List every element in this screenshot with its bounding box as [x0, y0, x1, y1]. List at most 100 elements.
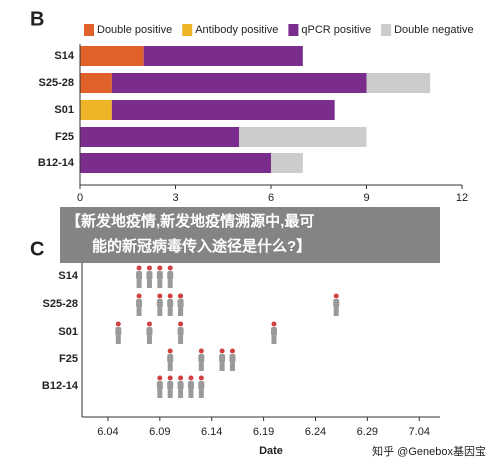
x-axis-label: Date: [259, 445, 283, 457]
person-icon: [146, 321, 153, 344]
person-icon: [198, 375, 205, 398]
icon-legs: [167, 363, 173, 371]
icon-legs: [136, 280, 142, 288]
icon-body: [198, 354, 205, 363]
bar-segment: [80, 100, 112, 120]
icon-body: [146, 271, 153, 280]
y-tick-label: S01: [58, 326, 78, 338]
y-tick-label: S25-28: [39, 77, 74, 89]
x-tick-label: 3: [172, 192, 178, 204]
y-tick-label: S25-28: [43, 298, 78, 310]
icon-legs: [157, 280, 163, 288]
person-icon: [156, 375, 163, 398]
icon-body: [219, 354, 226, 363]
icon-legs: [178, 308, 184, 316]
icon-legs: [157, 390, 163, 398]
legend-label: Double positive: [97, 24, 172, 36]
icon-legs: [146, 336, 152, 344]
x-tick-label: 6.19: [253, 426, 274, 438]
bar-segment: [80, 153, 271, 173]
person-icon: [167, 265, 174, 288]
icon-legs: [115, 336, 121, 344]
icon-body: [187, 381, 194, 390]
icon-legs: [229, 363, 235, 371]
y-tick-label: B12-14: [42, 380, 79, 392]
icon-legs: [157, 308, 163, 316]
icon-body: [167, 381, 174, 390]
icon-head: [115, 321, 121, 327]
icon-body: [167, 271, 174, 280]
y-tick-label: S01: [54, 104, 74, 116]
bar-segment: [111, 100, 335, 120]
icon-head: [229, 348, 235, 354]
person-icon: [229, 348, 236, 371]
person-icon: [270, 321, 277, 344]
icon-legs: [167, 308, 173, 316]
bar-segment: [366, 73, 431, 93]
icon-head: [198, 375, 204, 381]
x-tick-label: 6.04: [97, 426, 118, 438]
icon-legs: [136, 308, 142, 316]
icon-head: [136, 265, 142, 271]
icon-head: [157, 293, 163, 299]
icon-head: [136, 293, 142, 299]
person-icon: [167, 293, 174, 316]
icon-head: [219, 348, 225, 354]
icon-body: [177, 381, 184, 390]
x-tick-label: 9: [363, 192, 369, 204]
icon-head: [157, 265, 163, 271]
person-icon: [167, 348, 174, 371]
person-icon: [167, 375, 174, 398]
icon-body: [146, 327, 153, 336]
person-icon: [146, 265, 153, 288]
icon-head: [167, 348, 173, 354]
panel-label: C: [30, 238, 44, 260]
legend-swatch: [182, 24, 193, 36]
y-tick-label: F25: [59, 353, 78, 365]
person-icon: [198, 348, 205, 371]
person-icon: [187, 375, 194, 398]
icon-body: [167, 354, 174, 363]
icon-legs: [167, 390, 173, 398]
icon-body: [156, 299, 163, 308]
legend-swatch: [288, 24, 299, 36]
icon-legs: [198, 363, 204, 371]
icon-body: [270, 327, 277, 336]
icon-head: [178, 321, 184, 327]
icon-head: [178, 293, 184, 299]
bar-segment: [80, 46, 144, 66]
icon-head: [333, 293, 339, 299]
icon-legs: [167, 280, 173, 288]
icon-body: [229, 354, 236, 363]
panel-label: B: [30, 8, 44, 30]
icon-head: [178, 375, 184, 381]
icon-legs: [178, 336, 184, 344]
y-tick-label: B12-14: [38, 157, 75, 169]
person-icon: [177, 293, 184, 316]
watermark: 知乎 @Genebox基因宝: [372, 444, 486, 458]
y-tick-label: S14: [58, 270, 78, 282]
x-tick-label: 6.09: [149, 426, 170, 438]
bar-segment: [80, 127, 240, 147]
icon-body: [115, 327, 122, 336]
bar-segment: [80, 73, 112, 93]
legend-label: Antibody positive: [195, 24, 278, 36]
icon-body: [136, 299, 143, 308]
person-icon: [115, 321, 122, 344]
icon-head: [167, 265, 173, 271]
x-tick-label: 0: [77, 192, 83, 204]
icon-head: [188, 375, 194, 381]
icon-legs: [271, 336, 277, 344]
icon-body: [136, 271, 143, 280]
x-tick-label: 7.04: [409, 426, 430, 438]
bar-segment: [271, 153, 303, 173]
legend-swatch: [84, 24, 94, 36]
icon-legs: [219, 363, 225, 371]
person-icon: [156, 293, 163, 316]
x-tick-label: 6.24: [305, 426, 326, 438]
icon-legs: [333, 308, 339, 316]
banner-text: 能的新冠病毒传入途径是什么?】: [92, 237, 311, 255]
icon-body: [333, 299, 340, 308]
icon-body: [198, 381, 205, 390]
x-tick-label: 6: [268, 192, 274, 204]
